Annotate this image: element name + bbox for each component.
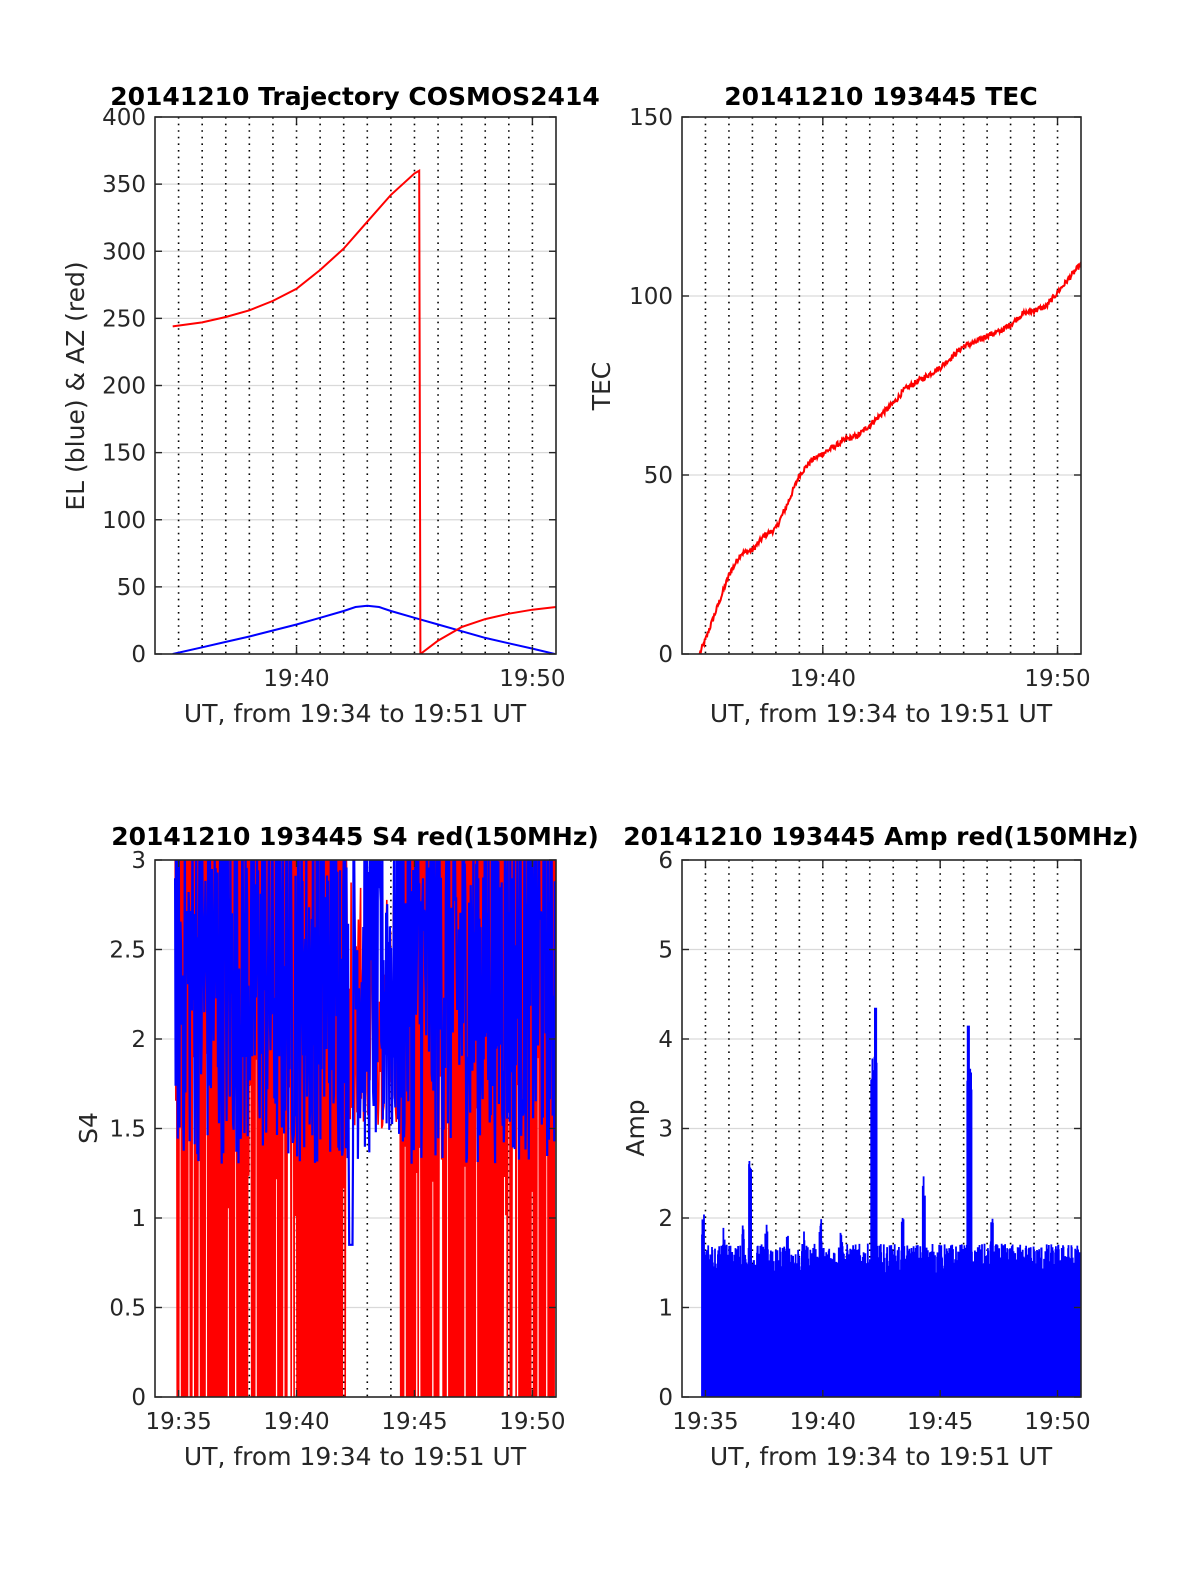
trajectory-y-ticks: 0 50 100 150 200 250 300 350 400	[102, 105, 556, 668]
azimuth-line	[172, 168, 556, 654]
trajectory-y-tick-label: 300	[102, 239, 146, 265]
trajectory-y-tick-label: 50	[117, 575, 146, 601]
amp-panel: 0 1 2 3 4 5 6 19:35 19:40 19:45 19:50 20141210 19…	[621, 822, 1139, 1471]
amp-y-tick-label: 2	[658, 1206, 673, 1232]
tec-x-tick-label: 19:40	[790, 666, 856, 692]
amp-title: 20141210 193445 Amp red(150MHz)	[623, 822, 1139, 851]
trajectory-y-tick-label: 150	[102, 441, 146, 467]
trajectory-y-tick-label: 0	[131, 642, 146, 668]
s4-y-tick-label: 2.5	[109, 938, 146, 964]
s4-y-tick-label: 1	[131, 1206, 146, 1232]
amp-y-tick-label: 1	[658, 1296, 673, 1322]
tec-axes-background	[682, 117, 1081, 654]
tec-grid	[682, 295, 1081, 476]
s4-y-axis-label: S4	[74, 1112, 103, 1144]
s4-panel: 0 0.5 1 1.5 2 2.5 3 19:35 19:40 19:45 19:50 20141…	[74, 822, 599, 1471]
amp-plot-area	[701, 1007, 1081, 1397]
tec-title: 20141210 193445 TEC	[724, 82, 1037, 111]
tec-y-axis-label: TEC	[587, 362, 616, 412]
s4-y-tick-label: 1.5	[109, 1117, 146, 1143]
trajectory-title: 20141210 Trajectory COSMOS2414	[110, 82, 600, 111]
s4-title: 20141210 193445 S4 red(150MHz)	[111, 822, 599, 851]
trajectory-y-tick-label: 100	[102, 508, 146, 534]
s4-y-tick-label: 3	[131, 848, 146, 874]
s4-x-axis-label: UT, from 19:34 to 19:51 UT	[184, 1442, 527, 1471]
trajectory-x-tick-label: 19:40	[263, 666, 329, 692]
amp-y-tick-label: 6	[658, 848, 673, 874]
trajectory-x-tick-label: 19:50	[499, 666, 565, 692]
amp-y-ticks: 0 1 2 3 4 5 6	[658, 848, 1081, 1411]
amp-x-tick-label: 19:40	[790, 1409, 856, 1435]
amp-x-tick-label: 19:35	[672, 1409, 738, 1435]
tec-axes-frame	[681, 116, 1082, 655]
s4-x-tick-label: 19:45	[381, 1409, 447, 1435]
amp-x-axis-label: UT, from 19:34 to 19:51 UT	[710, 1442, 1053, 1471]
amp-y-tick-label: 5	[658, 938, 673, 964]
amp-y-tick-label: 0	[658, 1385, 673, 1411]
trajectory-y-tick-label: 350	[102, 172, 146, 198]
trajectory-plot-area	[172, 168, 556, 654]
s4-y-ticks: 0 0.5 1 1.5 2 2.5 3	[109, 848, 556, 1411]
tec-y-tick-label: 0	[658, 642, 673, 668]
tec-x-ticks: 19:40 19:50	[790, 117, 1091, 692]
s4-y-tick-label: 0	[131, 1385, 146, 1411]
trajectory-panel: 0 50 100 150 200 250 300 350 400 19:40 19:50 2014…	[61, 82, 600, 728]
tec-y-tick-label: 150	[629, 105, 673, 131]
s4-x-tick-label: 19:40	[263, 1409, 329, 1435]
tec-axes-box	[681, 116, 1082, 655]
amp-y-tick-label: 3	[658, 1117, 673, 1143]
amp-x-tick-label: 19:45	[907, 1409, 973, 1435]
tec-x-axis-label: UT, from 19:34 to 19:51 UT	[710, 699, 1053, 728]
amp-y-tick-label: 4	[658, 1027, 673, 1053]
trajectory-y-tick-label: 200	[102, 374, 146, 400]
tec-plot-area	[698, 261, 1081, 654]
s4-blue-line	[174, 860, 556, 1246]
trajectory-y-axis-label: EL (blue) & AZ (red)	[61, 261, 90, 510]
tec-panel: 0 50 100 150 19:40 19:50 20141210 193445 TEC…	[587, 82, 1091, 728]
trajectory-y-tick-label: 250	[102, 306, 146, 332]
s4-x-tick-label: 19:35	[145, 1409, 211, 1435]
trajectory-x-axis-label: UT, from 19:34 to 19:51 UT	[184, 699, 527, 728]
trajectory-x-ticks: 19:40 19:50	[263, 117, 566, 692]
trajectory-y-tick-label: 400	[102, 105, 146, 131]
amp-x-ticks: 19:35 19:40 19:45 19:50	[672, 860, 1091, 1435]
amp-line	[701, 1007, 1081, 1397]
tec-line	[698, 261, 1081, 654]
tec-x-tick-label: 19:50	[1024, 666, 1090, 692]
amp-x-tick-label: 19:50	[1024, 1409, 1090, 1435]
tec-y-tick-label: 50	[644, 463, 673, 489]
s4-x-ticks: 19:35 19:40 19:45 19:50	[145, 860, 566, 1435]
tec-y-ticks: 0 50 100 150	[629, 105, 1081, 668]
amp-y-axis-label: Amp	[621, 1099, 650, 1156]
s4-x-tick-label: 19:50	[499, 1409, 565, 1435]
s4-y-tick-label: 0.5	[109, 1296, 146, 1322]
elevation-line	[172, 604, 556, 654]
s4-plot-area	[174, 860, 556, 1397]
s4-y-tick-label: 2	[131, 1027, 146, 1053]
tec-y-tick-label: 100	[629, 284, 673, 310]
